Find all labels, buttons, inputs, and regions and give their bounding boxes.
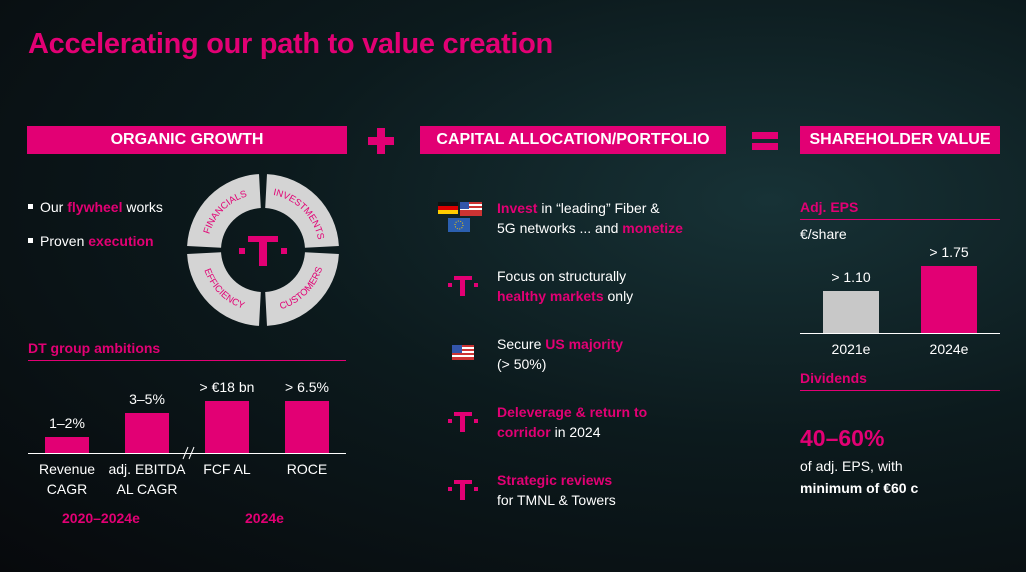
section-title: DT group ambitions bbox=[28, 340, 161, 356]
bullet bbox=[28, 204, 33, 209]
bar bbox=[205, 401, 249, 453]
category-label: FCF AL bbox=[203, 461, 251, 477]
axis-break bbox=[182, 446, 195, 460]
text-segment: Proven bbox=[40, 233, 89, 249]
text-segment: only bbox=[603, 288, 634, 304]
icon bbox=[440, 406, 486, 443]
text-line: healthy markets only bbox=[497, 286, 633, 306]
text-segment: 5G networks ... and bbox=[497, 220, 623, 236]
dividend-range: 40–60% bbox=[800, 425, 885, 451]
bullet bbox=[28, 238, 33, 243]
icon bbox=[448, 276, 478, 296]
text-segment: US majority bbox=[545, 336, 624, 352]
bar-label: > 1.10 bbox=[831, 268, 871, 285]
text-line: minimum of €60 c bbox=[800, 478, 918, 498]
group-label: 2024e bbox=[245, 510, 284, 526]
text-line: for TMNL & Towers bbox=[497, 490, 616, 510]
group-label: 2020–2024e bbox=[62, 510, 140, 526]
text-line: Invest in “leading” Fiber & bbox=[497, 198, 660, 218]
bar bbox=[125, 413, 169, 453]
header: ORGANIC GROWTH bbox=[27, 126, 347, 154]
text-segment: (> 50%) bbox=[497, 356, 547, 372]
bar-label: > 1.75 bbox=[929, 243, 969, 260]
category-label: 2021e bbox=[831, 341, 871, 357]
text-line: corridor in 2024 bbox=[497, 422, 601, 442]
text-line: Deleverage & return to bbox=[497, 402, 647, 422]
equals-sign bbox=[752, 132, 778, 150]
unit: €/share bbox=[800, 226, 847, 242]
bar-label: > 6.5% bbox=[285, 379, 329, 395]
section-title: Adj. EPS bbox=[800, 199, 859, 215]
text-segment: Strategic reviews bbox=[497, 472, 613, 488]
icon bbox=[448, 480, 478, 500]
section-title: Dividends bbox=[800, 370, 867, 386]
header: SHAREHOLDER VALUE bbox=[800, 126, 1000, 154]
text-line: Proven execution bbox=[40, 231, 154, 251]
bar bbox=[823, 290, 879, 333]
bar bbox=[45, 437, 89, 453]
text-line: 5G networks ... and monetize bbox=[497, 218, 683, 238]
category-label: Revenue CAGR bbox=[38, 461, 96, 497]
bar bbox=[921, 265, 977, 333]
wheel-segment bbox=[265, 252, 339, 326]
text-segment: flywheel bbox=[67, 199, 123, 215]
text-segment: in 2024 bbox=[550, 424, 601, 440]
logo bbox=[239, 236, 287, 266]
title: Accelerating our path to value creation bbox=[28, 28, 553, 60]
text-segment: Our bbox=[40, 199, 68, 215]
text-segment: monetize bbox=[622, 220, 683, 236]
text-line: Secure US majority bbox=[497, 334, 623, 354]
text-segment: for TMNL & Towers bbox=[497, 492, 616, 508]
plus-sign bbox=[368, 128, 394, 154]
text-line: Our flywheel works bbox=[40, 197, 163, 217]
text-segment: works bbox=[122, 199, 163, 215]
category-label: 2024e bbox=[929, 341, 969, 357]
text-segment: minimum of €60 c bbox=[800, 480, 919, 496]
category-label: ROCE bbox=[286, 461, 328, 477]
bar bbox=[285, 401, 329, 453]
icon bbox=[440, 474, 486, 511]
icon bbox=[438, 202, 482, 232]
text-segment: healthy markets bbox=[497, 288, 604, 304]
text-line: Strategic reviews bbox=[497, 470, 612, 490]
header: CAPITAL ALLOCATION/PORTFOLIO bbox=[420, 126, 726, 154]
bar-label: 1–2% bbox=[49, 415, 85, 431]
wheel-segment bbox=[265, 174, 339, 248]
bar-label: > €18 bn bbox=[199, 379, 255, 395]
wheel-segment bbox=[187, 174, 261, 248]
text-segment: execution bbox=[88, 233, 154, 249]
icon bbox=[452, 345, 474, 360]
text-line: (> 50%) bbox=[497, 354, 546, 374]
text-segment: in “leading” Fiber & bbox=[537, 200, 660, 216]
text-line: of adj. EPS, with bbox=[800, 456, 903, 476]
bar-label: 3–5% bbox=[129, 391, 165, 407]
wheel-segment bbox=[187, 252, 261, 326]
text-segment: of adj. EPS, with bbox=[800, 458, 903, 474]
text-segment: Focus on structurally bbox=[497, 268, 627, 284]
text-segment: Deleverage & return to bbox=[497, 404, 648, 420]
text-line: Focus on structurally bbox=[497, 266, 626, 286]
icon bbox=[448, 412, 478, 432]
category-label: adj. EBITDA AL CAGR bbox=[108, 461, 186, 497]
icon bbox=[438, 202, 484, 239]
icon bbox=[440, 270, 486, 307]
text-segment: Invest bbox=[497, 200, 538, 216]
text-segment: corridor bbox=[497, 424, 551, 440]
icon bbox=[440, 338, 486, 375]
text-segment: Secure bbox=[497, 336, 546, 352]
